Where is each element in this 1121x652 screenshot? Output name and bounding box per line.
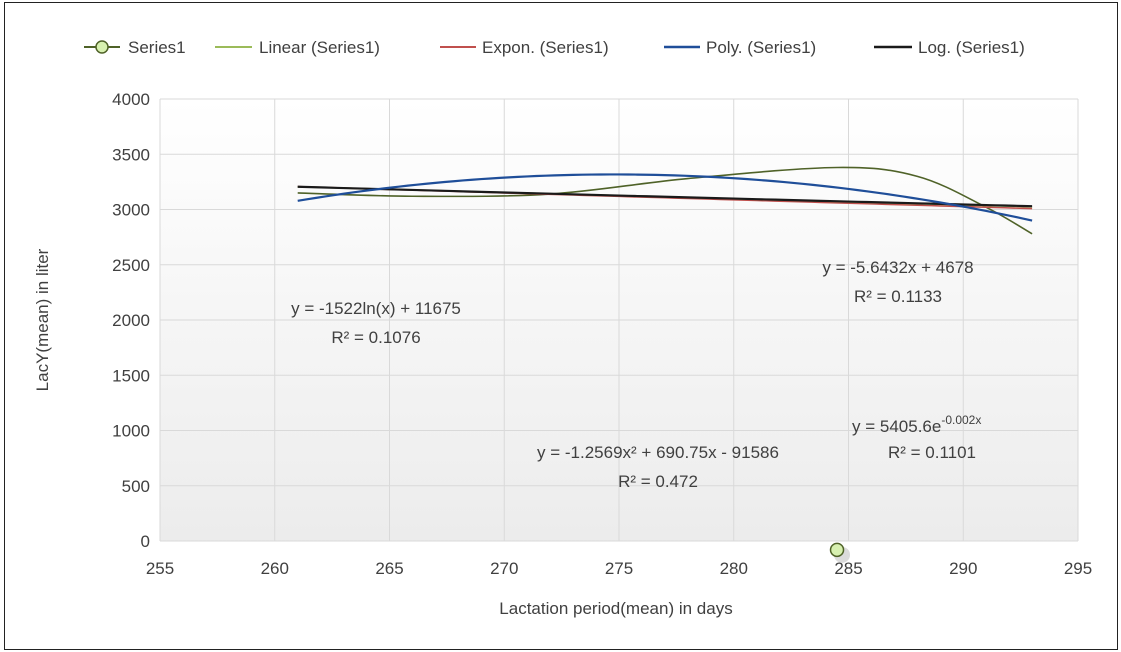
equation-expon-formula: y = 5405.6e-0.002x <box>852 413 981 436</box>
x-tick-label: 265 <box>375 559 403 578</box>
legend-item-expon[interactable]: Expon. (Series1) <box>440 38 609 57</box>
legend-label-series1: Series1 <box>128 38 186 57</box>
equation-linear-r2: R² = 0.1133 <box>854 287 942 306</box>
series-layer <box>297 166 1033 563</box>
x-axis-title: Lactation period(mean) in days <box>499 599 732 618</box>
x-tick-labels: 255 260 265 270 275 280 285 290 295 <box>146 559 1092 578</box>
legend-label-linear: Linear (Series1) <box>259 38 380 57</box>
series1-line <box>297 166 1033 235</box>
y-tick-label: 2000 <box>112 311 150 330</box>
equation-poly: y = -1.2569x² + 690.75x - 91586 R² = 0.4… <box>537 443 779 491</box>
equation-linear-formula: y = -5.6432x + 4678 <box>822 258 973 277</box>
y-tick-label: 1500 <box>112 366 150 385</box>
legend-item-log[interactable]: Log. (Series1) <box>874 38 1025 57</box>
y-tick-labels: 0 500 1000 1500 2000 2500 3000 3500 4000 <box>112 90 150 551</box>
x-tick-label: 255 <box>146 559 174 578</box>
legend-item-linear[interactable]: Linear (Series1) <box>215 38 380 57</box>
x-tick-label: 260 <box>261 559 289 578</box>
legend-item-series1[interactable]: Series1 <box>84 38 186 57</box>
legend-label-expon: Expon. (Series1) <box>482 38 609 57</box>
x-tick-label: 290 <box>949 559 977 578</box>
y-tick-label: 3500 <box>112 145 150 164</box>
equation-expon-r2: R² = 0.1101 <box>888 443 976 462</box>
y-tick-label: 500 <box>122 477 150 496</box>
equation-expon-exponent: -0.002x <box>941 413 981 427</box>
gridlines <box>159 98 1079 542</box>
legend: Series1 Linear (Series1) Expon. (Series1… <box>84 38 1025 57</box>
x-tick-label: 270 <box>490 559 518 578</box>
equation-log: y = -1522ln(x) + 11675 R² = 0.1076 <box>291 299 461 347</box>
y-tick-label: 2500 <box>112 256 150 275</box>
equation-poly-formula: y = -1.2569x² + 690.75x - 91586 <box>537 443 779 462</box>
legend-marker-series1 <box>95 40 109 54</box>
y-tick-label: 0 <box>141 532 150 551</box>
legend-item-poly[interactable]: Poly. (Series1) <box>664 38 816 57</box>
y-tick-label: 3000 <box>112 201 150 220</box>
equation-expon-base: y = 5405.6e <box>852 417 941 436</box>
legend-label-poly: Poly. (Series1) <box>706 38 816 57</box>
equation-expon: y = 5405.6e-0.002x R² = 0.1101 <box>852 413 981 462</box>
equation-linear: y = -5.6432x + 4678 R² = 0.1133 <box>822 258 973 306</box>
y-tick-label: 4000 <box>112 90 150 109</box>
x-tick-label: 280 <box>720 559 748 578</box>
equation-log-formula: y = -1522ln(x) + 11675 <box>291 299 461 318</box>
x-tick-label: 295 <box>1064 559 1092 578</box>
equation-poly-r2: R² = 0.472 <box>618 472 698 491</box>
x-tick-label: 275 <box>605 559 633 578</box>
series1-marker[interactable] <box>829 542 845 558</box>
x-tick-label: 285 <box>834 559 862 578</box>
trendline-poly <box>297 173 1033 222</box>
y-tick-label: 1000 <box>112 422 150 441</box>
equation-log-r2: R² = 0.1076 <box>331 328 420 347</box>
legend-label-log: Log. (Series1) <box>918 38 1025 57</box>
trendline-log <box>297 185 1033 208</box>
y-axis-title: LacY(mean) in liter <box>33 248 52 391</box>
